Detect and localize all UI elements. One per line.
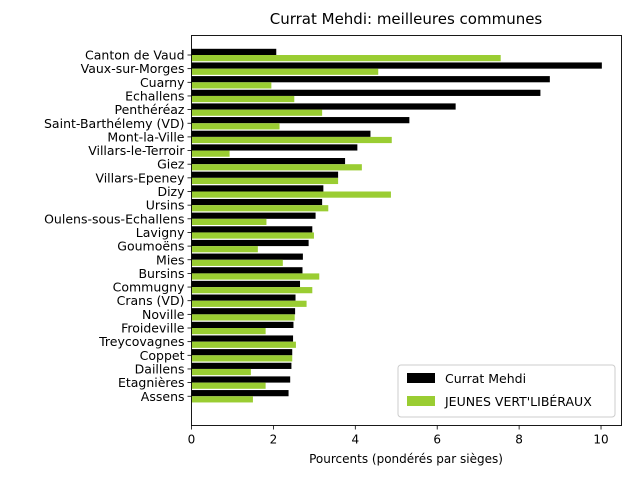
bar-currat-mehdi: [191, 171, 339, 178]
category-label: Etagnières: [118, 375, 185, 390]
bar-jeunes-vert-liberaux: [191, 328, 266, 335]
bars-group: [191, 48, 602, 403]
bar-currat-mehdi: [191, 321, 294, 328]
category-label: Assens: [141, 389, 185, 404]
x-tick-label: 0: [188, 433, 196, 447]
bar-currat-mehdi: [191, 212, 316, 219]
bar-jeunes-vert-liberaux: [191, 177, 339, 185]
bar-currat-mehdi: [191, 349, 293, 356]
category-label: Canton de Vaud: [85, 48, 184, 63]
x-axis: 0 2 4 6 8 10: [188, 425, 609, 447]
legend-label: JEUNES VERT'LIBÉRAUX: [444, 394, 592, 409]
x-tick-label: 10: [593, 433, 608, 447]
category-label: Treycovagnes: [98, 334, 184, 349]
bar-currat-mehdi: [191, 267, 303, 274]
legend: Currat Mehdi JEUNES VERT'LIBÉRAUX: [397, 364, 616, 418]
bar-jeunes-vert-liberaux: [191, 164, 362, 171]
bar-jeunes-vert-liberaux: [191, 246, 258, 253]
bar-currat-mehdi: [191, 294, 296, 301]
category-label: Giez: [157, 157, 185, 172]
bar-currat-mehdi: [191, 48, 277, 55]
bar-jeunes-vert-liberaux: [191, 273, 320, 280]
bar-jeunes-vert-liberaux: [191, 95, 295, 103]
bar-jeunes-vert-liberaux: [191, 382, 266, 389]
bar-currat-mehdi: [191, 390, 289, 397]
legend-swatch: [407, 373, 435, 383]
x-tick-label: 6: [433, 433, 441, 447]
category-label: Bursins: [138, 266, 184, 281]
bar-jeunes-vert-liberaux: [191, 82, 272, 89]
bar-jeunes-vert-liberaux: [191, 150, 230, 157]
bar-jeunes-vert-liberaux: [191, 136, 392, 144]
category-label: Mies: [156, 252, 184, 267]
bar-jeunes-vert-liberaux: [191, 68, 379, 75]
bar-currat-mehdi: [191, 144, 358, 151]
category-label: Froideville: [121, 321, 185, 336]
category-label: Cuarny: [140, 75, 185, 90]
category-label: Noville: [142, 307, 185, 322]
category-label: Commugny: [113, 280, 186, 295]
chart-title: Currat Mehdi: meilleures communes: [270, 10, 543, 28]
bar-currat-mehdi: [191, 376, 291, 383]
category-label: Villars-Epeney: [95, 170, 185, 185]
bar-jeunes-vert-liberaux: [191, 191, 391, 198]
category-labels: Canton de VaudVaux-sur-MorgesCuarnyEchal…: [44, 48, 192, 404]
bar-jeunes-vert-liberaux: [191, 287, 313, 294]
legend-label: Currat Mehdi: [445, 371, 526, 386]
bar-currat-mehdi: [191, 198, 323, 206]
bar-currat-mehdi: [191, 308, 296, 315]
category-label: Coppet: [140, 348, 185, 363]
bar-jeunes-vert-liberaux: [191, 396, 253, 403]
bar-currat-mehdi: [191, 362, 292, 369]
bar-currat-mehdi: [191, 239, 309, 247]
bar-currat-mehdi: [191, 117, 410, 124]
bar-currat-mehdi: [191, 185, 324, 192]
bar-jeunes-vert-liberaux: [191, 300, 307, 307]
category-label: Dizy: [157, 184, 185, 199]
category-label: Vaux-sur-Morges: [81, 61, 185, 76]
x-axis-label: Pourcents (pondérés par sièges): [309, 452, 503, 466]
bar-jeunes-vert-liberaux: [191, 259, 283, 266]
bar-currat-mehdi: [191, 103, 456, 110]
category-label: Goumoëns: [117, 239, 184, 254]
bar-currat-mehdi: [191, 253, 303, 260]
bar-jeunes-vert-liberaux: [191, 55, 501, 62]
bar-currat-mehdi: [191, 335, 294, 342]
category-label: Mont-la-Ville: [107, 129, 184, 144]
bar-jeunes-vert-liberaux: [191, 368, 251, 376]
bar-jeunes-vert-liberaux: [191, 341, 296, 348]
bar-jeunes-vert-liberaux: [191, 314, 295, 321]
category-label: Villars-le-Terroir: [88, 143, 185, 158]
bar-jeunes-vert-liberaux: [191, 232, 314, 239]
x-tick-label: 8: [515, 433, 523, 447]
x-tick-label: 2: [270, 433, 278, 447]
bar-jeunes-vert-liberaux: [191, 355, 293, 362]
legend-box: [397, 364, 616, 418]
legend-swatch: [407, 396, 435, 406]
bar-jeunes-vert-liberaux: [191, 205, 329, 212]
bar-jeunes-vert-liberaux: [191, 123, 280, 130]
bar-currat-mehdi: [191, 76, 550, 83]
category-label: Penthéréaz: [115, 102, 185, 117]
bar-currat-mehdi: [191, 130, 371, 137]
bar-currat-mehdi: [191, 62, 602, 69]
bar-currat-mehdi: [191, 226, 313, 233]
category-label: Echallens: [125, 88, 184, 103]
category-label: Oulens-sous-Echallens: [44, 211, 184, 226]
category-label: Ursins: [146, 198, 185, 213]
bar-jeunes-vert-liberaux: [191, 218, 267, 225]
bar-currat-mehdi: [191, 280, 301, 288]
category-label: Saint-Barthélemy (VD): [44, 116, 185, 131]
category-label: Daillens: [135, 361, 185, 376]
category-label: Lavigny: [136, 225, 185, 240]
category-label: Crans (VD): [117, 293, 185, 308]
x-tick-label: 4: [351, 433, 359, 447]
plot-frame: [191, 35, 622, 426]
bar-currat-mehdi: [191, 89, 541, 96]
bar-currat-mehdi: [191, 158, 346, 165]
bar-jeunes-vert-liberaux: [191, 109, 323, 116]
